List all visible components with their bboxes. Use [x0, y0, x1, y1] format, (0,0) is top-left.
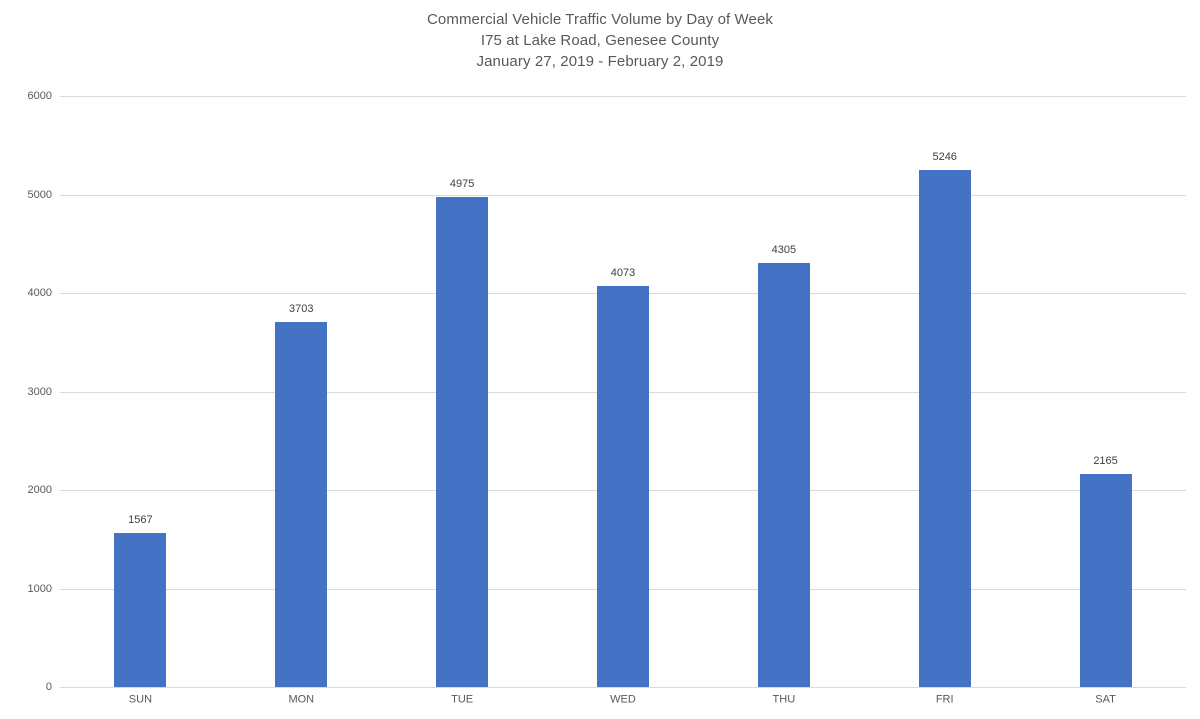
chart-title-line-1: Commercial Vehicle Traffic Volume by Day… — [426, 11, 774, 28]
bar-thu[interactable] — [757, 262, 810, 687]
y-tick-label-4000: 4000 — [27, 287, 52, 299]
bar-value-label-sun: 1567 — [128, 513, 153, 526]
x-tick-label-tue: TUE — [451, 693, 474, 706]
bar-value-label-mon: 3703 — [289, 303, 314, 316]
x-tick-label-wed: WED — [610, 693, 636, 706]
bar-value-label-wed: 4073 — [610, 266, 636, 279]
x-tick-label-sun: SUN — [128, 693, 153, 706]
x-tick-label-fri: FRI — [935, 693, 954, 706]
gridline-5000 — [60, 194, 1186, 196]
chart-title-block: Commercial Vehicle Traffic Volume by Day… — [0, 9, 1200, 72]
bars-layer: 1567 3703 4975 4073 4305 5246 2165 — [60, 96, 1186, 687]
bar-sat[interactable] — [1079, 473, 1132, 687]
bar-fri[interactable] — [918, 170, 971, 687]
bar-value-label-tue: 4975 — [449, 177, 475, 190]
plot-area: 1567 3703 4975 4073 4305 5246 2165 — [60, 96, 1186, 688]
bar-value-label-sat: 2165 — [1093, 454, 1118, 467]
chart-title-line-3: January 27, 2019 - February 2, 2019 — [476, 53, 724, 70]
bar-group: 4975 — [382, 96, 543, 687]
bar-group: 1567 — [60, 96, 221, 687]
y-tick-label-2000: 2000 — [27, 484, 52, 496]
x-tick-label-mon: MON — [288, 693, 315, 706]
bar-group: 2165 — [1025, 96, 1186, 687]
bar-group: 4073 — [543, 96, 704, 687]
y-tick-label-1000: 1000 — [27, 582, 52, 595]
bar-mon[interactable] — [275, 322, 328, 687]
bar-wed[interactable] — [596, 285, 649, 687]
gridline-0 — [60, 687, 1186, 688]
bar-tue[interactable] — [436, 196, 489, 687]
bar-group: 4305 — [703, 96, 864, 687]
y-tick-label-6000: 6000 — [27, 90, 52, 102]
bar-value-label-thu: 4305 — [771, 243, 797, 256]
bar-value-label-fri: 5246 — [932, 151, 957, 164]
x-tick-label-sat: SAT — [1095, 693, 1116, 706]
chart-title-line-2: I75 at Lake Road, Genesee County — [480, 32, 720, 49]
bar-group: 3703 — [221, 96, 382, 687]
y-tick-label-0: 0 — [45, 681, 52, 693]
y-tick-label-3000: 3000 — [27, 385, 52, 398]
bar-group: 5246 — [864, 96, 1025, 687]
y-tick-label-5000: 5000 — [27, 188, 52, 201]
bar-sun[interactable] — [114, 532, 167, 687]
gridline-6000 — [60, 96, 1186, 97]
x-tick-label-thu: THU — [772, 693, 796, 706]
